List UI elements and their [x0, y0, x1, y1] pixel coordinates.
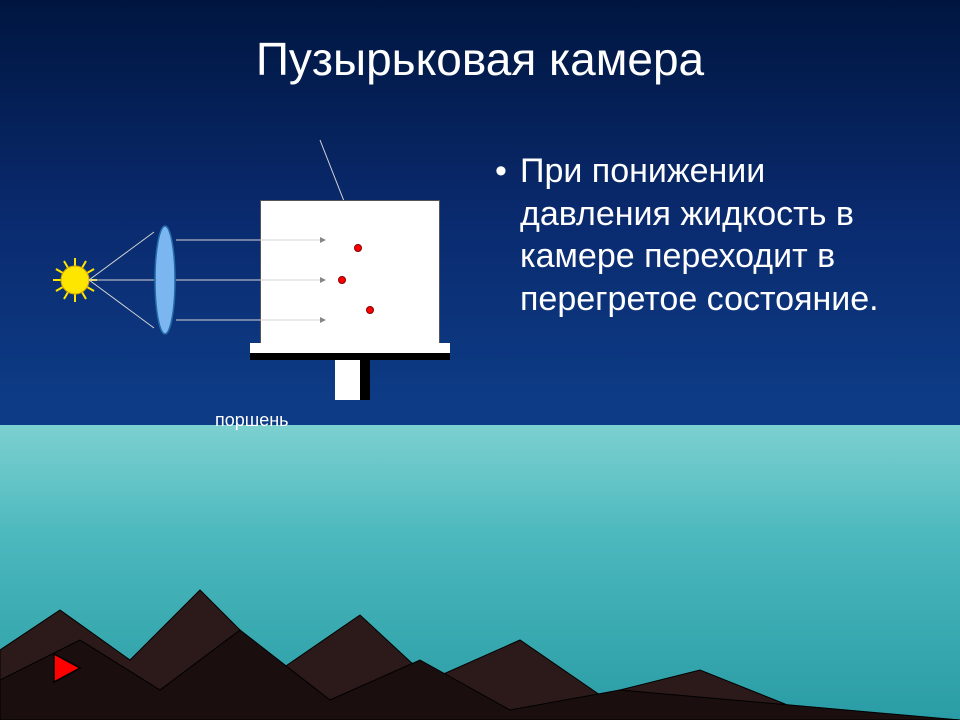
bullet-marker: •: [495, 152, 507, 191]
bubble-dot: [338, 276, 346, 284]
body-text-content: При понижении давления жидкость в камере…: [520, 152, 879, 318]
light-rays: [40, 160, 460, 440]
title-text: Пузырьковая камера: [256, 33, 704, 85]
body-text: При понижении давления жидкость в камере…: [520, 150, 920, 320]
slide: Пузырьковая камера • При понижении давле…: [0, 0, 960, 720]
next-button[interactable]: [48, 650, 84, 686]
piston-label-text: поршень: [215, 410, 289, 430]
bullet-char: •: [495, 152, 507, 190]
bubble-dot: [366, 306, 374, 314]
piston-label: поршень: [215, 410, 289, 431]
bubble-chamber-diagram: поршень: [40, 160, 460, 440]
page-title: Пузырьковая камера: [0, 32, 960, 86]
mountains-decoration: [0, 520, 960, 720]
bubble-dot: [354, 244, 362, 252]
